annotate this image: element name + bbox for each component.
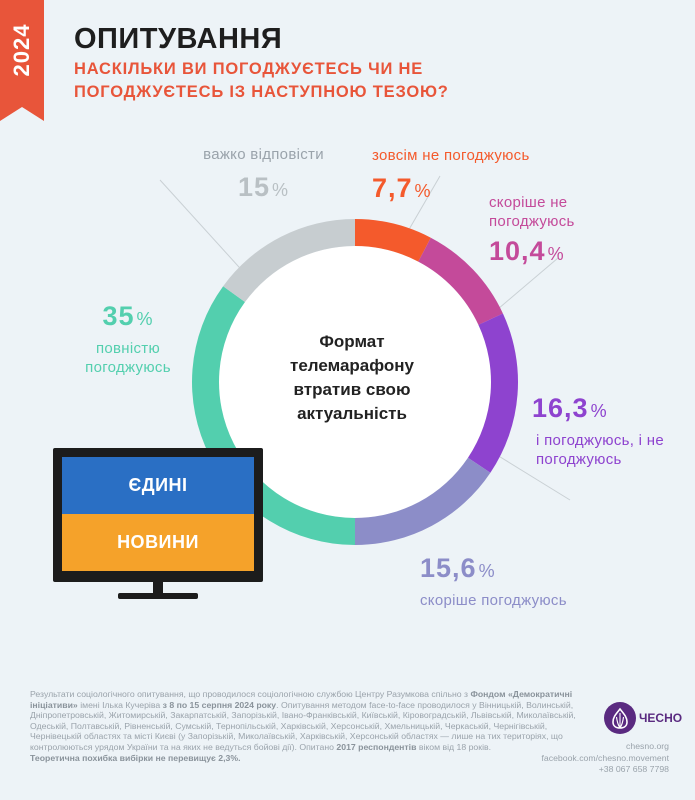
slice-value: 10,4% <box>489 236 565 266</box>
donut-slice-1 <box>355 219 431 262</box>
donut-slice-6 <box>223 219 355 303</box>
logo-text: ЧЕСНО <box>639 711 683 725</box>
tv-bottom-text: НОВИНИ <box>117 532 199 552</box>
footnote: Результати соціологічного опитування, що… <box>30 689 576 763</box>
tv-top-text: ЄДИНІ <box>128 475 188 495</box>
tv-screen-bottom: НОВИНИ <box>62 514 254 571</box>
facebook-link[interactable]: facebook.com/chesno.movement <box>541 752 669 763</box>
label-rather-agree: 15,6% скоріше погоджуюсь <box>420 552 567 610</box>
chart-center-disc <box>219 246 491 518</box>
tv-neck <box>153 582 163 594</box>
slice-value: 35% <box>102 301 154 331</box>
slice-value: 15,6% <box>420 553 496 583</box>
slice-value: 15% <box>237 172 290 202</box>
donut-slice-4 <box>355 457 491 545</box>
label-strongly-disagree: зовсім не погоджуюсь 7,7% <box>372 146 530 207</box>
phone-number: +38 067 658 7798 <box>598 764 669 774</box>
tv-illustration: ЄДИНІ НОВИНИ <box>53 448 263 582</box>
slice-label: повністю погоджуюсь <box>85 340 171 376</box>
tv-stand <box>118 593 198 599</box>
label-fully-agree: 35% повністю погоджуюсь <box>68 300 188 377</box>
label-rather-disagree: скоріше не погоджуюсь 10,4% <box>489 193 609 270</box>
leader-line <box>496 454 571 501</box>
tv-screen-top: ЄДИНІ <box>62 457 254 514</box>
site-link[interactable]: chesno.org <box>626 741 669 751</box>
slice-label: важко відповісти <box>203 146 324 163</box>
slice-label: скоріше погоджуюсь <box>420 592 567 609</box>
slice-label: зовсім не погоджуюсь <box>372 147 530 164</box>
slice-label: і погоджуюсь, і не погоджуюсь <box>536 432 664 468</box>
slice-value: 7,7% <box>372 173 432 203</box>
chesno-logo-icon <box>604 702 636 734</box>
year-tab: 2024 <box>0 0 44 121</box>
donut-slice-3 <box>467 313 518 473</box>
label-hard-to-say: важко відповісти 15% <box>196 145 331 206</box>
slice-value: 16,3% <box>532 393 608 423</box>
slice-label: скоріше не погоджуюсь <box>489 194 575 230</box>
chart-center-label: Формат телемарафону втратив свою актуаль… <box>290 332 414 423</box>
page-title: ОПИТУВАННЯ <box>74 23 283 55</box>
label-neutral: 16,3% і погоджуюсь, і не погоджуюсь <box>526 392 676 469</box>
contacts: chesno.org facebook.com/chesno.movement … <box>542 741 669 776</box>
donut-slice-2 <box>418 237 503 325</box>
page-subtitle: НАСКІЛЬКИ ВИ ПОГОДЖУЄТЕСЬ ЧИ НЕ ПОГОДЖУЄ… <box>74 60 449 101</box>
